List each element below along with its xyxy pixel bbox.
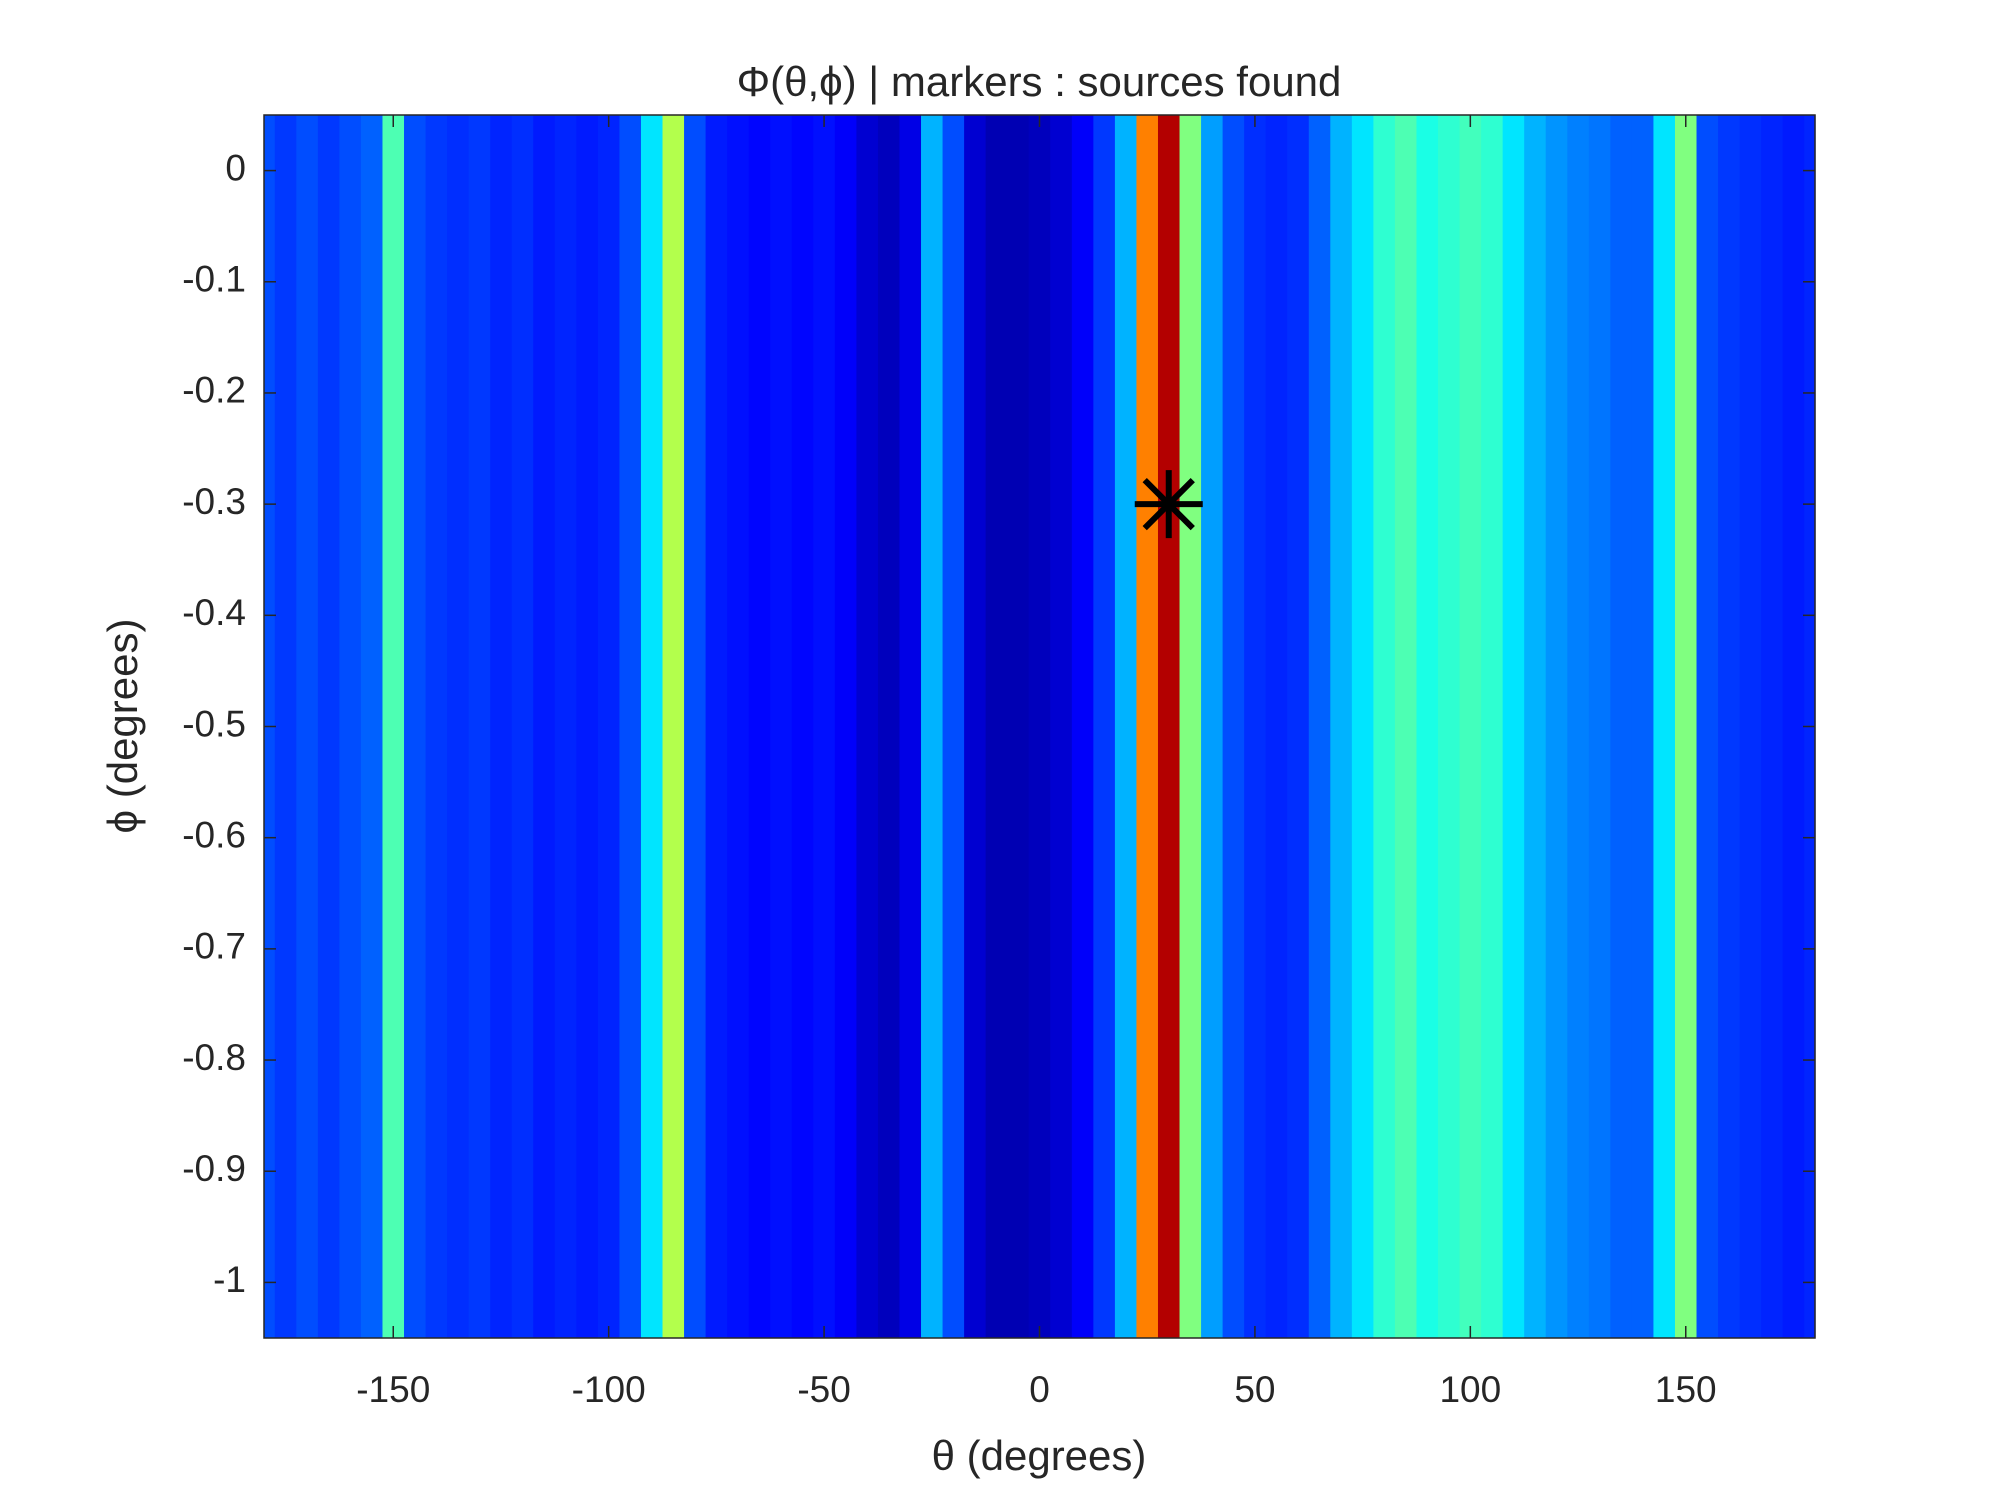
heat-cell	[1631, 115, 1655, 1338]
x-axis-label: θ (degrees)	[932, 1432, 1147, 1479]
heat-cell	[899, 115, 922, 1338]
heat-cell	[576, 115, 599, 1338]
heat-cell	[1545, 115, 1568, 1338]
heat-cell	[1330, 115, 1353, 1338]
heat-cell	[877, 115, 901, 1338]
heat-cell	[1114, 115, 1138, 1338]
heat-cell	[1416, 115, 1439, 1338]
heat-cell	[1502, 115, 1525, 1338]
heat-cell	[1394, 115, 1418, 1338]
heat-cell	[640, 115, 664, 1338]
marker-stroke	[1142, 477, 1195, 531]
y-tick-label: -0.4	[182, 592, 246, 633]
x-tick-label: 150	[1655, 1369, 1717, 1410]
heat-cell	[339, 115, 362, 1338]
heat-cell	[727, 115, 750, 1338]
heat-cell	[1351, 115, 1374, 1338]
heat-cell	[1610, 115, 1633, 1338]
heat-cell	[1308, 115, 1331, 1338]
x-tick-label: 100	[1439, 1369, 1501, 1410]
heat-cell	[1588, 115, 1611, 1338]
heat-cell	[296, 115, 319, 1338]
heat-cell	[1028, 115, 1051, 1338]
x-tick-label: -50	[797, 1369, 850, 1410]
heat-cell	[382, 115, 405, 1338]
heat-cell	[662, 115, 685, 1338]
y-axis-label: ϕ (degrees)	[99, 619, 146, 834]
heat-cell	[533, 115, 556, 1338]
heat-cell	[1761, 115, 1784, 1338]
heat-cell	[1524, 115, 1547, 1338]
x-tick-label: -150	[356, 1369, 430, 1410]
heat-cell	[748, 115, 771, 1338]
y-tick-label: -0.7	[182, 926, 246, 967]
heat-cell	[856, 115, 879, 1338]
heat-cell	[1179, 115, 1202, 1338]
heat-cell	[684, 115, 707, 1338]
heat-cell	[705, 115, 728, 1338]
heat-cell	[942, 115, 965, 1338]
x-tick-label: -100	[572, 1369, 646, 1410]
heat-cell	[468, 115, 491, 1338]
y-tick-label: -0.2	[182, 370, 246, 411]
heat-cell	[1157, 115, 1181, 1338]
heat-cell	[1674, 115, 1698, 1338]
heat-cell	[274, 115, 297, 1338]
heat-cell	[1373, 115, 1396, 1338]
heat-cell	[1287, 115, 1310, 1338]
heat-cell	[1718, 115, 1741, 1338]
heat-cell	[1653, 115, 1676, 1338]
heat-cell	[1201, 115, 1224, 1338]
heat-cell	[921, 115, 944, 1338]
y-tick-label: -1	[213, 1259, 246, 1300]
y-tick-label: -0.8	[182, 1037, 246, 1078]
heat-cell	[1265, 115, 1288, 1338]
y-tick-label: -0.5	[182, 703, 246, 744]
heat-cell	[1136, 115, 1159, 1338]
heat-cell	[317, 115, 340, 1338]
heat-cell	[619, 115, 642, 1338]
heat-cell	[1071, 115, 1094, 1338]
heat-cell	[597, 115, 621, 1338]
heat-cell	[813, 115, 836, 1338]
heat-cell	[834, 115, 857, 1338]
heat-cell	[360, 115, 384, 1338]
y-tick-label: -0.1	[182, 259, 246, 300]
heat-cell	[985, 115, 1008, 1338]
heat-cell	[490, 115, 513, 1338]
heat-cell	[425, 115, 448, 1338]
heat-cell	[1567, 115, 1590, 1338]
heat-cell	[511, 115, 534, 1338]
y-tick-label: -0.6	[182, 814, 246, 855]
heat-cell	[1244, 115, 1267, 1338]
heat-cell	[404, 115, 427, 1338]
heat-cell	[1739, 115, 1762, 1338]
heat-cell	[447, 115, 470, 1338]
y-tick-label: -0.3	[182, 481, 246, 522]
y-tick-label: -0.9	[182, 1148, 246, 1189]
heat-cell	[1222, 115, 1245, 1338]
heatmap	[264, 115, 1816, 1338]
heat-cell	[1696, 115, 1719, 1338]
heat-cell	[791, 115, 814, 1338]
heat-cell	[1050, 115, 1073, 1338]
heat-cell	[1481, 115, 1504, 1338]
heat-cell	[1782, 115, 1805, 1338]
chart-title: Φ(θ,ϕ) | markers : sources found	[737, 58, 1342, 105]
x-tick-label: 50	[1234, 1369, 1275, 1410]
heat-cell	[554, 115, 577, 1338]
heat-cell	[964, 115, 987, 1338]
x-tick-label: 0	[1029, 1369, 1050, 1410]
heat-cell	[1459, 115, 1482, 1338]
y-tick-label: 0	[225, 147, 246, 188]
heat-cell	[1093, 115, 1116, 1338]
heat-cell	[770, 115, 793, 1338]
heat-cell	[1438, 115, 1461, 1338]
heat-cell	[1007, 115, 1030, 1338]
source-marker	[1134, 470, 1203, 539]
